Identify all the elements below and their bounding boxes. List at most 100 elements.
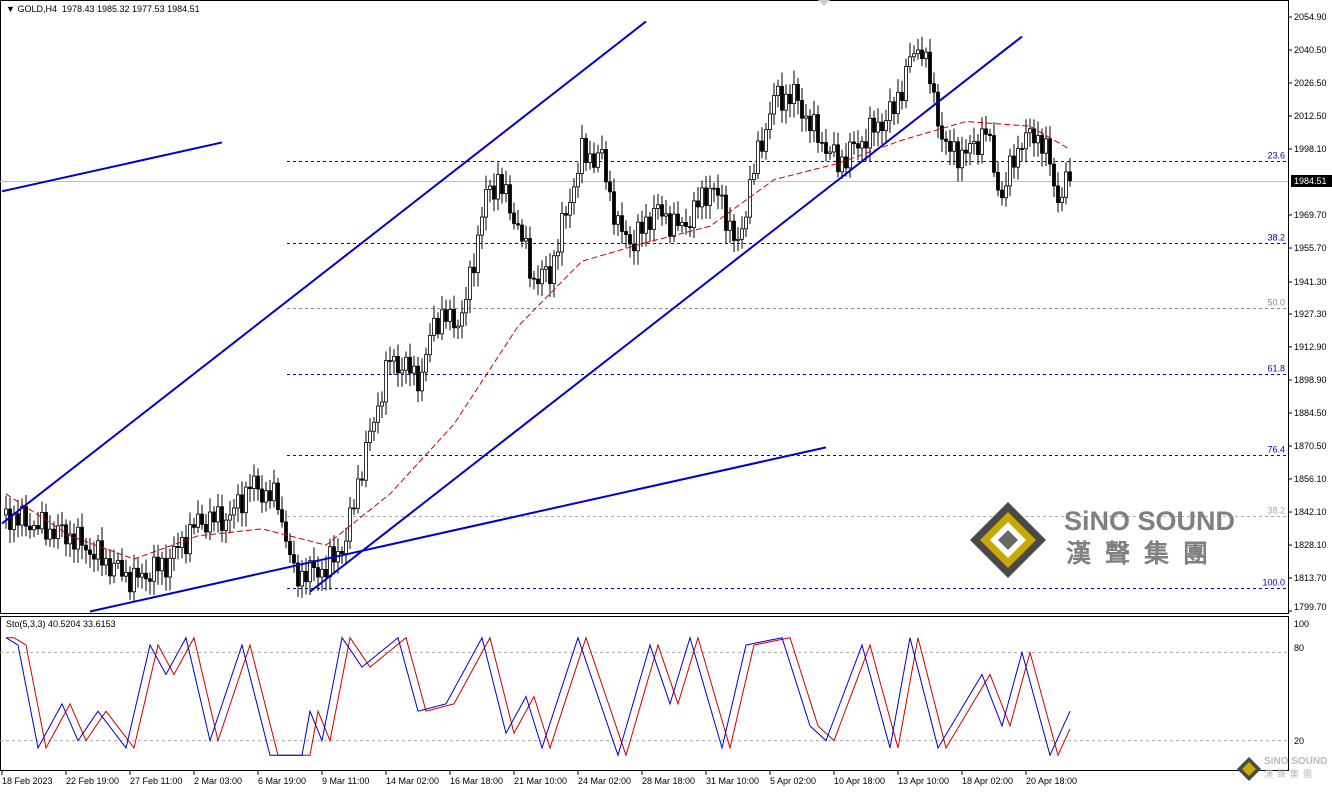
candle-body [1016, 148, 1020, 168]
candle-body [204, 523, 208, 533]
candle-body [628, 234, 632, 245]
candle-body [208, 511, 212, 533]
candle-body [32, 525, 36, 531]
chart-header: ▼ GOLD,H4 1978.43 1985.32 1977.53 1984.5… [6, 4, 200, 14]
candle-body [120, 559, 124, 577]
candle-body [1040, 135, 1044, 154]
candle-body [956, 141, 960, 169]
candle-body [604, 149, 608, 183]
candle-body [540, 268, 544, 285]
stochastic-axis-tick: 20 [1294, 736, 1305, 746]
candle-body [992, 135, 996, 173]
time-axis-tick: 14 Mar 02:00 [386, 776, 440, 786]
candle-body [544, 266, 548, 270]
time-axis-tick: 22 Feb 19:00 [66, 776, 120, 786]
time-axis-tick: 20 Apr 18:00 [1026, 776, 1078, 786]
candle-body [332, 546, 336, 563]
candle-body [856, 143, 860, 149]
candle-body [652, 208, 656, 230]
candle-body [744, 216, 748, 230]
candle-body [176, 546, 180, 548]
candle-body [84, 544, 88, 551]
candle-body [1004, 185, 1008, 199]
candle-body [524, 238, 528, 242]
candle-body [272, 482, 276, 502]
candle-body [740, 228, 744, 240]
candle-body [168, 557, 172, 578]
price-axis-tick: 2040.50 [1294, 45, 1327, 55]
candle-body [52, 528, 56, 539]
candle-body [408, 356, 412, 374]
candle-body [212, 511, 216, 523]
candle-body [104, 558, 108, 566]
candle-body [932, 83, 936, 93]
candle-body [484, 189, 488, 218]
price-axis-tick: 1941.30 [1294, 277, 1327, 287]
candle-body [684, 221, 688, 228]
price-axis-tick: 1799.70 [1294, 602, 1327, 612]
candle-body [920, 49, 924, 60]
candle-body [28, 525, 32, 531]
candle-body [100, 540, 104, 566]
candle-body [844, 156, 848, 169]
candle-body [748, 179, 752, 218]
candle-body [328, 546, 332, 578]
candle-body [948, 140, 952, 152]
candle-body [672, 213, 676, 237]
candle-body [436, 317, 440, 335]
price-axis-tick: 1898.90 [1294, 375, 1327, 385]
candle-body [220, 506, 224, 531]
candle-body [1068, 171, 1072, 182]
candle-body [1044, 138, 1048, 154]
candle-body [380, 401, 384, 407]
candle-body [300, 570, 304, 587]
candle-body [872, 117, 876, 133]
candle-body [160, 557, 164, 572]
trendline [1, 141, 223, 193]
candle-body [248, 486, 252, 489]
candle-body [420, 371, 424, 392]
time-axis-tick: 5 Apr 02:00 [770, 776, 817, 786]
candle-body [1060, 196, 1064, 203]
stochastic-label: Sto(5,3,3) 40.5204 33.6153 [6, 619, 116, 629]
candle-body [892, 101, 896, 115]
candle-body [240, 494, 244, 514]
price-axis-tick: 2054.90 [1294, 12, 1327, 22]
time-axis-tick: 2 Mar 03:00 [194, 776, 243, 786]
candle-body [596, 152, 600, 168]
candle-body [464, 299, 468, 314]
candle-body [468, 266, 472, 300]
price-axis-tick: 1927.30 [1294, 309, 1327, 319]
price-axis-tick: 1828.10 [1294, 540, 1327, 550]
candle-body [764, 129, 768, 152]
candle-body [324, 569, 328, 578]
candle-body [476, 234, 480, 274]
candle-body [640, 221, 644, 234]
price-axis-tick: 1884.50 [1294, 408, 1327, 418]
candle-body [424, 354, 428, 373]
candle-body [496, 174, 500, 200]
candle-body [396, 355, 400, 374]
candle-body [988, 133, 992, 136]
candle-body [88, 549, 92, 555]
candle-body [756, 140, 760, 174]
fib-level-label: 76.4 [1267, 445, 1285, 455]
price-axis-tick: 2026.50 [1294, 78, 1327, 88]
candle-body [140, 572, 144, 578]
collapse-triangle-icon[interactable]: ▼ [6, 4, 15, 14]
candle-body [532, 277, 536, 280]
candle-body [164, 557, 168, 578]
candle-body [824, 142, 828, 154]
candle-body [348, 507, 352, 542]
fib-level-label: 61.8 [1267, 364, 1285, 374]
sino-sound-small-logo: SiNO SOUND 漢聲集團 [1236, 756, 1332, 792]
candle-body [232, 507, 236, 516]
candle-body [1048, 138, 1052, 165]
stochastic-axis-tick: 100 [1294, 619, 1310, 629]
candle-body [192, 524, 196, 528]
candle-body [880, 121, 884, 132]
candle-body [440, 309, 444, 335]
candle-body [24, 505, 28, 527]
